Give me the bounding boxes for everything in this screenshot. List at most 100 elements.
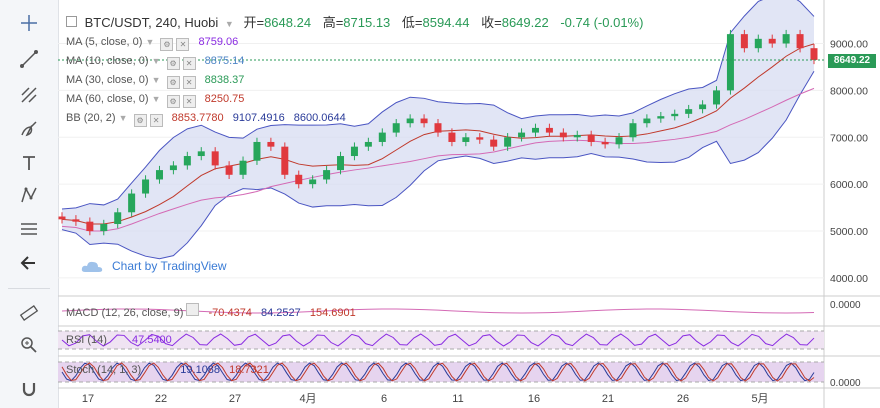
ruler-icon[interactable]: [13, 298, 45, 328]
close-value: 8649.22: [501, 15, 549, 30]
cloud-icon: [81, 261, 103, 272]
candle: [573, 134, 581, 138]
trend-line-icon[interactable]: [13, 44, 45, 74]
chart-header: BTC/USDT, 240, Huobi ▼ 开=8648.24 高=8715.…: [66, 14, 651, 32]
candle: [169, 165, 177, 171]
collapse-icon[interactable]: [66, 16, 77, 27]
indicator-value: 8250.75: [204, 93, 245, 105]
settings-icon[interactable]: ⚙: [160, 38, 174, 51]
indicator-ma5[interactable]: MA (5, close, 0) ▼ ⚙ ✕ 8759.06: [66, 36, 239, 51]
bb-basis-value: 8853.7780: [171, 112, 224, 124]
settings-icon[interactable]: ⚙: [166, 95, 180, 108]
candle: [239, 160, 247, 175]
indicator-ma30[interactable]: MA (30, close, 0) ▼ ⚙ ✕ 8838.37: [66, 74, 245, 89]
fib-icon[interactable]: [13, 214, 45, 244]
macd-name: MACD (12, 26, close, 9): [66, 307, 184, 319]
settings-icon[interactable]: ⚙: [166, 57, 180, 70]
candle: [601, 141, 609, 145]
indicator-ma10[interactable]: MA (10, close, 0) ▼ ⚙ ✕ 8875.14: [66, 55, 245, 70]
candle: [323, 170, 331, 180]
rsi-legend[interactable]: RSI (14) 47.5400: [66, 333, 172, 347]
bb-upper-line: [61, 0, 815, 210]
candle: [295, 174, 303, 185]
stoch-legend[interactable]: Stoch (14, 1, 3) 19.1088 18.7321: [66, 363, 269, 377]
zoom-icon[interactable]: [13, 330, 45, 360]
change-value: -0.74 (-0.01%): [560, 15, 644, 30]
x-tick-label: 21: [602, 393, 614, 405]
stoch-value-2: 18.7321: [229, 364, 269, 376]
close-icon[interactable]: ✕: [182, 57, 196, 70]
x-tick-label: 11: [452, 393, 463, 405]
candle: [740, 34, 748, 49]
symbol-label[interactable]: BTC/USDT, 240, Huobi: [84, 15, 219, 30]
y-tick-label: 4000.00: [830, 273, 868, 285]
chevron-down-icon[interactable]: ▼: [224, 19, 234, 29]
back-arrow-icon[interactable]: [13, 248, 45, 278]
pattern-icon[interactable]: [13, 180, 45, 210]
close-icon[interactable]: ✕: [176, 38, 190, 51]
last-price-tag: 8649.22: [828, 54, 876, 68]
x-tick-label: 22: [155, 393, 167, 405]
candle: [615, 137, 623, 145]
indicator-name: MA (5, close, 0): [66, 36, 143, 48]
candle: [490, 139, 498, 147]
settings-icon[interactable]: ⚙: [133, 114, 147, 127]
settings-icon[interactable]: [186, 303, 200, 316]
candle: [225, 165, 233, 175]
indicator-ma60[interactable]: MA (60, close, 0) ▼ ⚙ ✕ 8250.75: [66, 93, 245, 108]
open-value: 8648.24: [264, 15, 312, 30]
candle: [713, 90, 721, 105]
chart-area[interactable]: 4000.00 5000.00 6000.00 7000.00 8000.00 9000.…: [58, 0, 880, 408]
candle: [768, 38, 776, 44]
candle: [531, 127, 539, 133]
rsi-line: [61, 333, 815, 347]
rsi-band: [58, 331, 824, 349]
x-tick-label: 27: [229, 393, 241, 405]
candle: [128, 193, 136, 213]
candle: [796, 34, 804, 49]
macd-legend[interactable]: MACD (12, 26, close, 9) -70.4374 84.2527…: [66, 303, 356, 320]
candle: [114, 212, 122, 225]
settings-icon[interactable]: ⚙: [166, 76, 180, 89]
candle: [364, 141, 372, 147]
magnet-icon[interactable]: [13, 374, 45, 404]
stoch-k-line: [61, 362, 815, 382]
rsi-value: 47.5400: [132, 334, 172, 346]
close-icon[interactable]: ✕: [149, 114, 163, 127]
candle: [559, 132, 567, 138]
open-label: 开=: [243, 15, 265, 30]
candle: [197, 151, 205, 157]
ma60-line: [61, 87, 815, 232]
candle: [671, 113, 679, 117]
candle: [810, 48, 818, 60]
pitchfork-icon[interactable]: [13, 80, 45, 110]
macd-value-2: 84.2527: [261, 307, 301, 319]
text-icon[interactable]: [13, 148, 45, 178]
candle: [72, 219, 80, 222]
macd-value-3: 154.6901: [309, 307, 356, 319]
candle: [406, 118, 414, 124]
brush-icon[interactable]: [13, 114, 45, 144]
y-tick-label: 7000.00: [830, 132, 868, 144]
candle: [100, 224, 108, 232]
candle: [587, 134, 595, 142]
candle: [504, 137, 512, 147]
stoch-d-line: [61, 362, 815, 382]
indicator-value: 8759.06: [198, 36, 239, 48]
indicator-bb[interactable]: BB (20, 2) ▼ ⚙ ✕ 8853.7780 9107.4916 8600…: [66, 112, 346, 127]
candle: [462, 137, 470, 142]
candle: [545, 127, 553, 133]
drawing-toolbar: [0, 0, 59, 408]
x-tick-label: 4月: [299, 393, 316, 405]
bb-upper-value: 9107.4916: [232, 112, 285, 124]
macd-axis-label: 0.0000: [830, 300, 861, 311]
candle: [643, 118, 651, 124]
candle: [281, 146, 289, 175]
tradingview-watermark[interactable]: Chart by TradingView: [80, 258, 227, 274]
close-icon[interactable]: ✕: [182, 76, 196, 89]
candle: [267, 141, 275, 147]
close-icon[interactable]: ✕: [182, 95, 196, 108]
watermark-text: Chart by TradingView: [112, 259, 227, 273]
stoch-axis-label: 0.0000: [830, 378, 861, 389]
crosshair-icon[interactable]: [13, 8, 45, 38]
